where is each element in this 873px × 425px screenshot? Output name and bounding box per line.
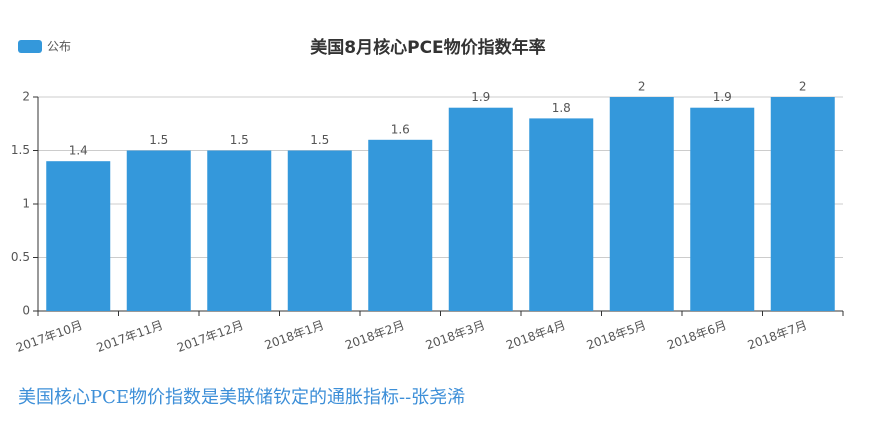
bar [126,150,191,311]
bar [368,139,433,311]
legend-label: 公布 [47,40,71,54]
x-tick-label: 2017年10月 [14,318,84,355]
x-tick-label: 2018年7月 [746,318,809,352]
x-tick-label: 2017年12月 [175,318,245,355]
y-tick-label: 0 [22,304,30,318]
bar [287,150,352,311]
x-tick-label: 2018年3月 [424,318,487,352]
bar [770,97,835,311]
data-label: 1.5 [310,133,329,147]
bar [207,150,272,311]
bar [448,107,513,311]
bar [46,161,111,311]
bar [690,107,755,311]
data-label: 1.8 [552,101,571,115]
data-label: 1.4 [69,144,88,158]
chart-title: 美国8月核心PCE物价指数年率 [310,37,545,58]
data-label: 1.5 [230,133,249,147]
bar [609,97,674,311]
data-label: 1.5 [149,133,168,147]
data-label: 2 [638,80,646,94]
y-tick-label: 1.5 [11,143,30,157]
data-label: 2 [799,80,807,94]
x-tick-label: 2017年11月 [95,318,165,355]
legend-swatch [18,40,42,53]
y-tick-label: 2 [22,90,30,104]
bar [529,118,594,312]
data-label: 1.9 [713,90,732,104]
x-tick-label: 2018年4月 [504,318,567,352]
y-tick-label: 0.5 [11,250,30,264]
x-tick-label: 2018年5月 [585,318,648,352]
y-tick-label: 1 [22,197,30,211]
x-tick-label: 2018年2月 [343,318,406,352]
caption: 美国核心PCE物价指数是美联储钦定的通胀指标--张尧浠 [18,387,466,408]
data-label: 1.9 [471,90,490,104]
data-label: 1.6 [391,122,410,136]
x-tick-label: 2018年6月 [665,318,728,352]
x-tick-label: 2018年1月 [263,318,326,352]
